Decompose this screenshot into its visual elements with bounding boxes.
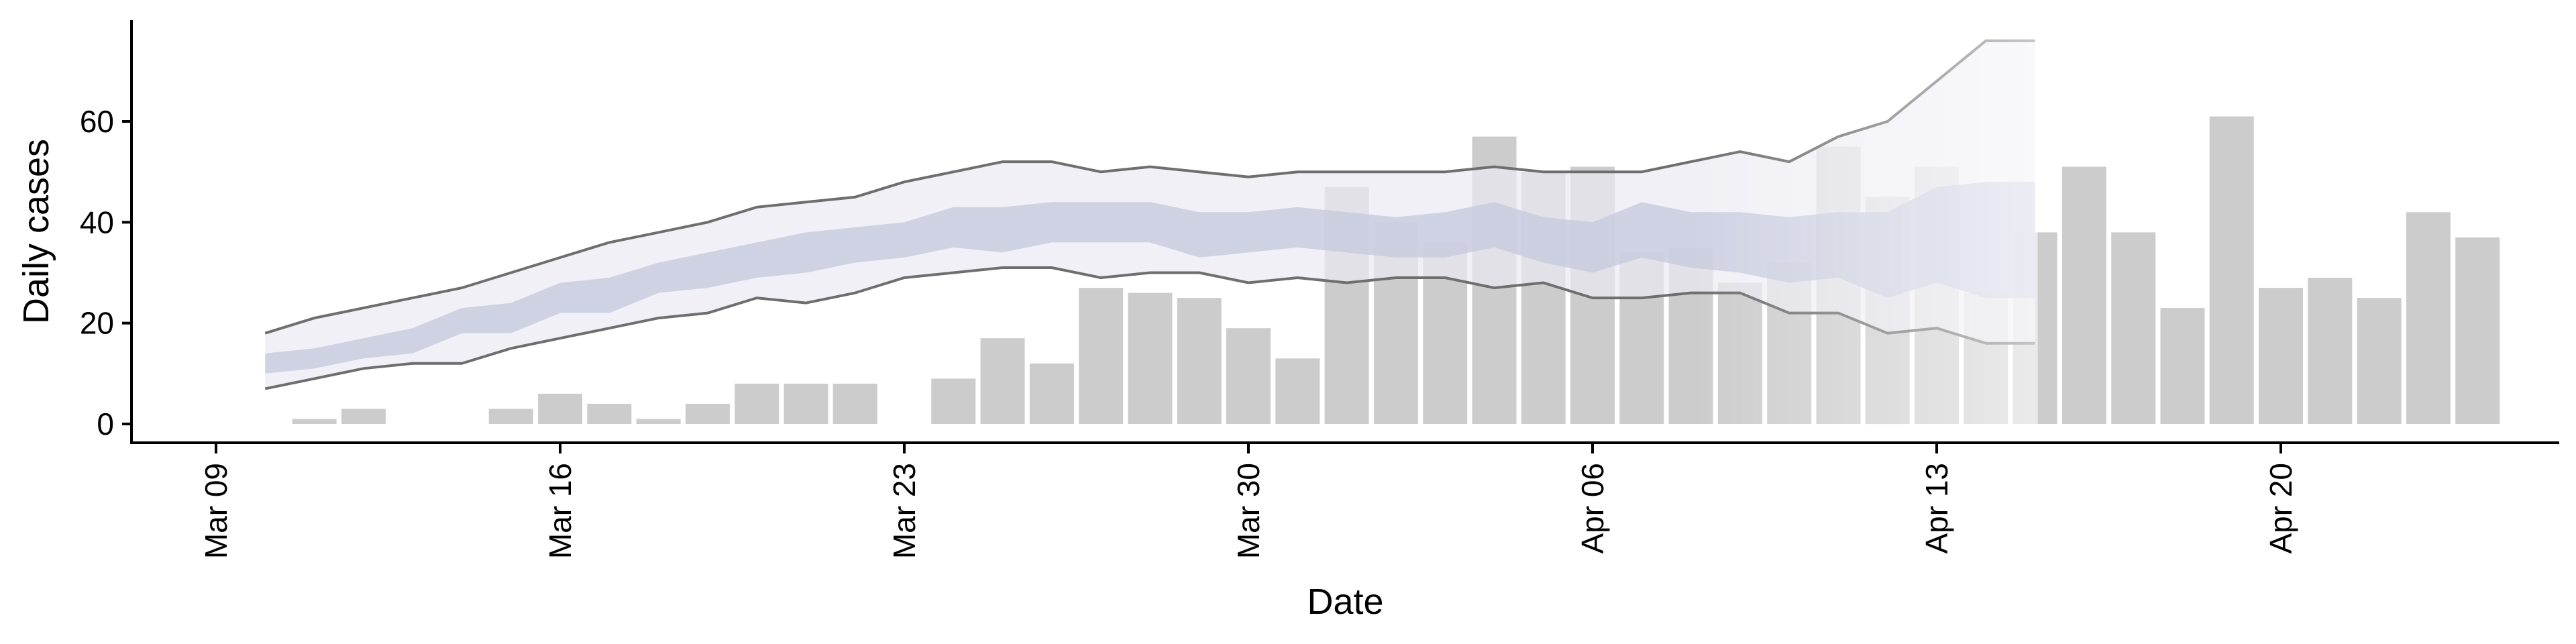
y-tick-label: 60 (80, 104, 114, 139)
interval-50-band (265, 182, 2035, 374)
x-ticks: Mar 09 Mar 16 Mar 23 Mar 30 Apr 06 Apr 13 Apr … (199, 443, 2298, 559)
estimate-bands (265, 40, 2035, 389)
case-bar (1079, 288, 1124, 424)
case-bar (2160, 308, 2205, 424)
case-bar (2357, 298, 2402, 424)
case-bar (1275, 358, 1320, 424)
case-bar (587, 403, 632, 424)
case-bar (735, 383, 780, 424)
case-bar (538, 393, 582, 424)
y-tick-label: 20 (80, 306, 114, 341)
forecast-fade-overlay (1690, 20, 2038, 429)
case-bar (685, 403, 730, 424)
case-bar (931, 378, 976, 424)
case-bar (2259, 288, 2303, 424)
case-bar (341, 409, 386, 424)
case-bar (2406, 212, 2451, 424)
x-tick-label: Apr 13 (1919, 463, 1954, 554)
x-tick-label: Mar 30 (1231, 463, 1266, 559)
x-tick-label: Mar 09 (199, 463, 233, 559)
x-axis-title: Date (1307, 582, 1383, 622)
x-tick-label: Apr 06 (1575, 463, 1610, 554)
case-bar (2061, 166, 2106, 424)
case-bar (1177, 298, 1222, 424)
case-bar (292, 419, 337, 424)
case-bar (1226, 328, 1271, 424)
case-bar (784, 383, 828, 424)
x-tick-label: Mar 16 (543, 463, 578, 559)
y-tick-label: 0 (97, 407, 114, 441)
case-bar (636, 419, 681, 424)
case-bar (1128, 292, 1173, 424)
case-bar (2455, 237, 2500, 424)
case-bar (2308, 278, 2353, 424)
case-bar (2111, 232, 2156, 424)
case-bar (488, 409, 533, 424)
case-bar (980, 338, 1025, 424)
x-tick-label: Mar 23 (887, 463, 922, 559)
case-bar (1029, 363, 1074, 424)
axes: 0 20 40 60 Mar 09 Mar 16 Mar 23 Mar 30 Apr 06 Ap… (80, 20, 2559, 559)
x-tick-label: Apr 20 (2263, 463, 2298, 554)
case-bar (2209, 116, 2254, 424)
y-tick-label: 40 (80, 205, 114, 239)
y-axis-title: Daily cases (16, 139, 56, 324)
y-ticks: 0 20 40 60 (80, 104, 131, 441)
case-bar (833, 383, 877, 424)
